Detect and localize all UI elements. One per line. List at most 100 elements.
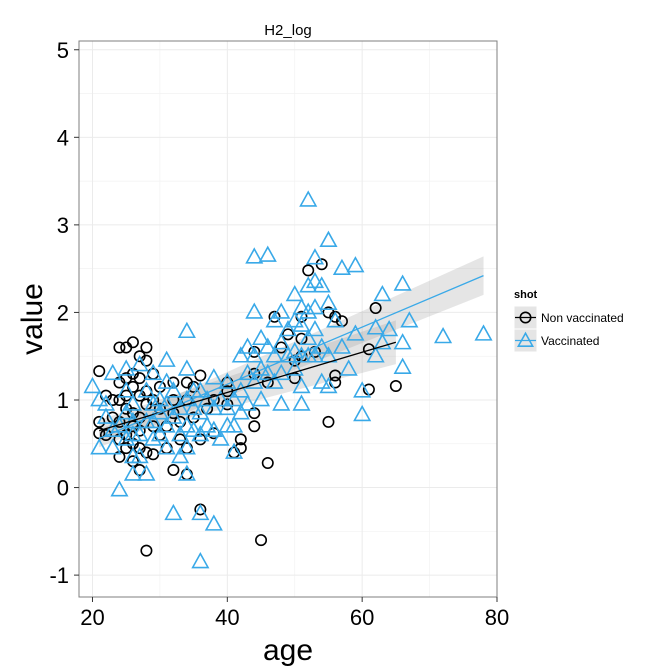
data-point-triangle <box>103 363 122 381</box>
data-point-triangle <box>366 346 385 363</box>
data-point-triangle <box>177 359 196 376</box>
data-point-triangle <box>117 429 136 446</box>
data-point-circle <box>126 336 139 349</box>
data-point-circle <box>93 365 106 378</box>
data-point-triangle <box>123 394 142 411</box>
data-point-triangle <box>245 247 264 264</box>
data-point-triangle <box>299 190 318 207</box>
data-point-triangle <box>272 302 291 319</box>
data-point-triangle <box>245 372 264 389</box>
data-point-triangle <box>110 480 129 497</box>
data-point-triangle <box>218 398 237 416</box>
x-tick-label: 60 <box>350 605 374 630</box>
data-point-triangle <box>177 390 196 407</box>
data-point-triangle <box>103 438 122 455</box>
data-point-triangle <box>265 346 284 363</box>
data-point-circle <box>302 264 315 277</box>
data-point-circle <box>275 341 288 354</box>
data-point-triangle <box>204 368 223 385</box>
data-point-triangle <box>353 381 372 398</box>
y-tick-label: 1 <box>57 388 69 413</box>
data-point-triangle <box>90 438 109 455</box>
data-point-triangle <box>204 514 223 531</box>
data-point-triangle <box>245 302 264 319</box>
legend-title: shot <box>514 289 538 301</box>
data-point-circle <box>140 544 153 557</box>
data-point-triangle <box>231 346 250 363</box>
data-point-circle <box>234 433 247 446</box>
data-point-triangle <box>177 416 196 433</box>
data-point-triangle <box>157 438 176 455</box>
legend-key-circle <box>519 311 532 324</box>
data-point-triangle <box>474 324 493 341</box>
data-point-triangle <box>184 420 203 437</box>
data-point-triangle <box>346 324 365 341</box>
data-point-triangle <box>164 407 183 424</box>
data-point-triangle <box>191 381 210 398</box>
data-point-triangle <box>251 390 271 407</box>
data-point-triangle <box>272 333 291 350</box>
y-tick-label: 3 <box>57 213 69 238</box>
legend-key-triangle <box>516 331 535 347</box>
data-point-triangle <box>204 398 223 416</box>
data-point-triangle <box>144 429 163 446</box>
y-tick-label: 0 <box>57 476 69 501</box>
fit-line <box>99 341 397 432</box>
data-point-triangle <box>278 346 298 363</box>
plot-border <box>78 40 498 598</box>
data-point-triangle <box>191 552 210 569</box>
data-point-triangle <box>312 276 331 293</box>
data-point-triangle <box>380 319 399 337</box>
data-point-triangle <box>373 333 392 350</box>
data-point-triangle <box>299 302 318 319</box>
y-tick-label: 2 <box>57 300 69 325</box>
data-point-triangle <box>272 394 291 411</box>
data-point-triangle <box>393 357 412 374</box>
data-point-triangle <box>198 416 217 433</box>
data-point-triangle <box>434 326 453 344</box>
data-point-circle <box>140 341 153 354</box>
confidence-band <box>99 256 484 448</box>
plot-panel <box>78 40 498 598</box>
data-point-triangle <box>117 359 136 376</box>
data-point-triangle <box>265 372 284 389</box>
data-point-triangle <box>258 363 277 381</box>
x-tick-label: 80 <box>485 605 509 630</box>
data-point-triangle <box>373 284 392 302</box>
data-point-triangle <box>258 337 277 354</box>
legend: shot Non vaccinated Vaccinated <box>513 289 624 353</box>
legend-label: Non vaccinated <box>541 311 624 325</box>
data-point-triangle <box>204 420 223 437</box>
data-point-triangle <box>312 372 331 389</box>
data-point-triangle <box>393 333 412 350</box>
data-point-circle <box>113 341 126 354</box>
data-point-triangle <box>191 403 210 420</box>
data-point-triangle <box>130 425 149 442</box>
x-tick-label: 40 <box>215 605 239 630</box>
data-point-triangle <box>292 394 311 411</box>
data-point-triangle <box>157 350 176 367</box>
data-point-triangle <box>83 376 102 394</box>
axes: 20 40 60 80 -1 0 1 2 3 4 5 <box>49 38 509 630</box>
data-point-triangle <box>305 298 325 315</box>
chart-title: H2_log <box>264 22 312 39</box>
data-point-triangle <box>319 376 338 394</box>
data-point-triangle <box>238 394 257 411</box>
data-point-triangle <box>400 311 419 328</box>
data-point-triangle <box>285 359 304 376</box>
data-point-triangle <box>332 337 351 354</box>
data-point-triangle <box>305 248 325 265</box>
data-point-triangle <box>157 372 176 389</box>
data-point-triangle <box>211 429 230 446</box>
data-point-triangle <box>171 425 190 442</box>
data-point-triangle <box>157 416 176 433</box>
data-points <box>83 190 493 569</box>
fit-lines <box>98 275 484 440</box>
data-point-triangle <box>238 363 257 381</box>
data-point-triangle <box>191 503 210 521</box>
data-point-circle <box>322 415 335 428</box>
data-point-triangle <box>225 416 244 433</box>
data-point-triangle <box>198 390 217 407</box>
data-point-triangle <box>305 346 325 363</box>
y-tick-label: 5 <box>57 38 69 63</box>
